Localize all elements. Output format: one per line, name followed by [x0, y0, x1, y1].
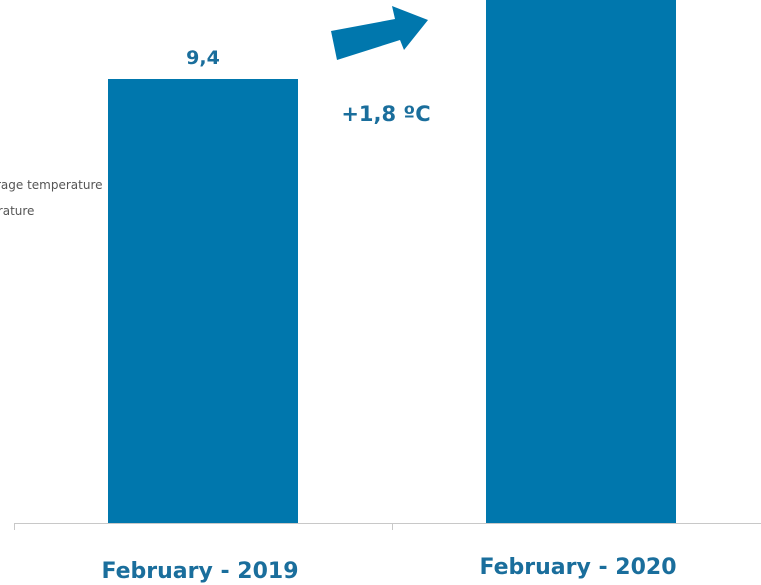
bar-0 — [108, 79, 298, 523]
category-label-1: February - 2020 — [479, 555, 676, 580]
value-label-0: 9,4 — [186, 47, 220, 69]
clipped-side-legend-line-2: temperature — [0, 204, 110, 218]
bar-1 — [486, 0, 676, 524]
category-label-0: February - 2019 — [101, 559, 298, 584]
value-labels-group: 9,411,2 — [186, 47, 220, 69]
difference-annotation: +1,8 ºC — [341, 102, 430, 126]
bars-group — [108, 0, 676, 524]
legend-text-1: Average temperature — [0, 178, 103, 192]
legend-text-2: temperature — [0, 204, 35, 218]
increase-arrow-icon — [331, 6, 428, 60]
category-labels-group: February - 2019 February - 2020 — [101, 555, 676, 584]
clipped-side-legend-line-1: Average temperature — [0, 178, 110, 192]
